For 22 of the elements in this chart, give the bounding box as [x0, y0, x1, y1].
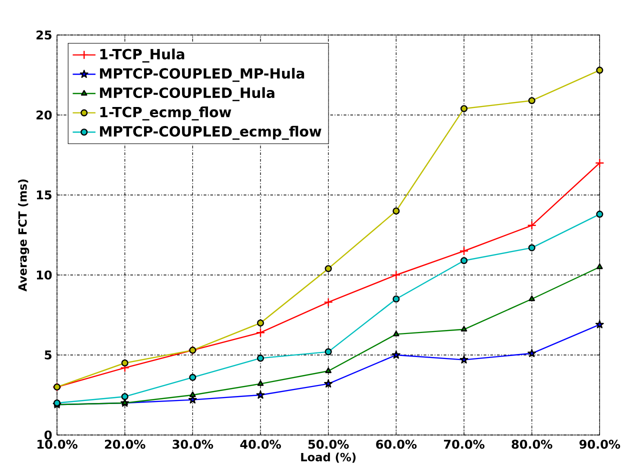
legend-label: MPTCP-COUPLED_MP-Hula [100, 68, 304, 82]
y-axis-title: Average FCT (ms) [18, 179, 30, 292]
x-tick-label: 40.0% [240, 440, 281, 449]
x-tick-label: 20.0% [104, 440, 146, 449]
x-tick-label: 10.0% [38, 440, 78, 449]
legend-label: MPTCP-COUPLED_Hula [100, 87, 274, 102]
y-tick-label: 20 [36, 110, 52, 120]
legend-label: MPTCP-COUPLED_ecmp_flow [100, 126, 322, 140]
y-tick-label: 15 [36, 190, 52, 200]
x-tick-label: 50.0% [308, 440, 349, 449]
legend-label: 1-TCP_Hula [100, 48, 184, 63]
x-tick-label: 30.0% [172, 440, 214, 449]
x-tick-label: 80.0% [512, 440, 552, 449]
y-tick-label: 0 [44, 430, 52, 440]
y-tick-label: 10 [36, 270, 52, 280]
x-tick-label: 60.0% [376, 440, 417, 449]
y-tick-label: 5 [44, 350, 52, 360]
x-tick-label: 70.0% [444, 440, 484, 449]
y-tick-label: 25 [36, 30, 52, 40]
legend-label: 1-TCP_ecmp_flow [100, 106, 232, 120]
x-axis-title: Load (%) [301, 452, 356, 463]
x-tick-label: 90.0% [579, 440, 620, 449]
